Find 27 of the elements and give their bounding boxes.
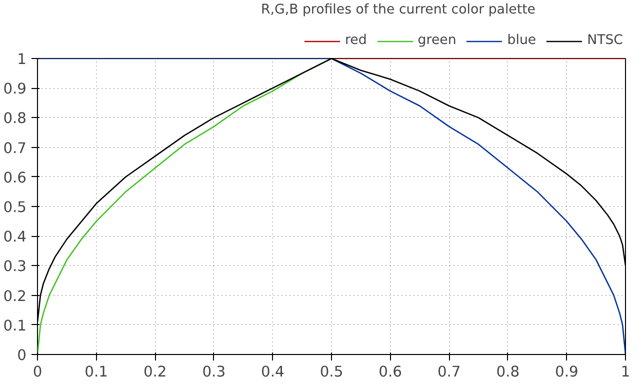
x-tick-label: 0.3 xyxy=(202,364,226,380)
x-tick-label: 0.4 xyxy=(261,364,284,380)
y-tick-label: 0.7 xyxy=(3,140,27,157)
y-tick-label: 0.3 xyxy=(3,258,27,276)
y-tick-label: 0.6 xyxy=(3,169,27,186)
x-tick-label: 0.8 xyxy=(496,364,520,380)
x-tick-label: 1 xyxy=(620,364,630,380)
y-tick-label: 0.4 xyxy=(3,228,27,246)
y-tick-label: 1 xyxy=(17,51,27,68)
x-tick-label: 0.1 xyxy=(84,364,108,380)
x-tick-label: 0.6 xyxy=(378,364,402,380)
legend-label: blue xyxy=(507,33,536,48)
y-tick-label: 0 xyxy=(17,347,27,364)
y-tick-label: 0.9 xyxy=(3,80,27,98)
y-tick-label: 0.2 xyxy=(3,288,27,305)
y-tick-label: 0.5 xyxy=(3,199,27,216)
legend-label: green xyxy=(418,33,456,48)
legend-label: red xyxy=(344,33,367,48)
x-tick-label: 0.2 xyxy=(143,364,167,380)
x-tick-label: 0.9 xyxy=(555,364,578,380)
legend-label: NTSC xyxy=(587,33,623,48)
y-tick-label: 0.1 xyxy=(3,317,27,334)
x-tick-label: 0.7 xyxy=(437,364,461,380)
x-tick-label: 0.5 xyxy=(320,364,344,380)
chart-title: R,G,B profiles of the current color palette xyxy=(261,2,536,18)
y-tick-label: 0.8 xyxy=(3,110,27,128)
x-tick-label: 0 xyxy=(32,364,42,380)
